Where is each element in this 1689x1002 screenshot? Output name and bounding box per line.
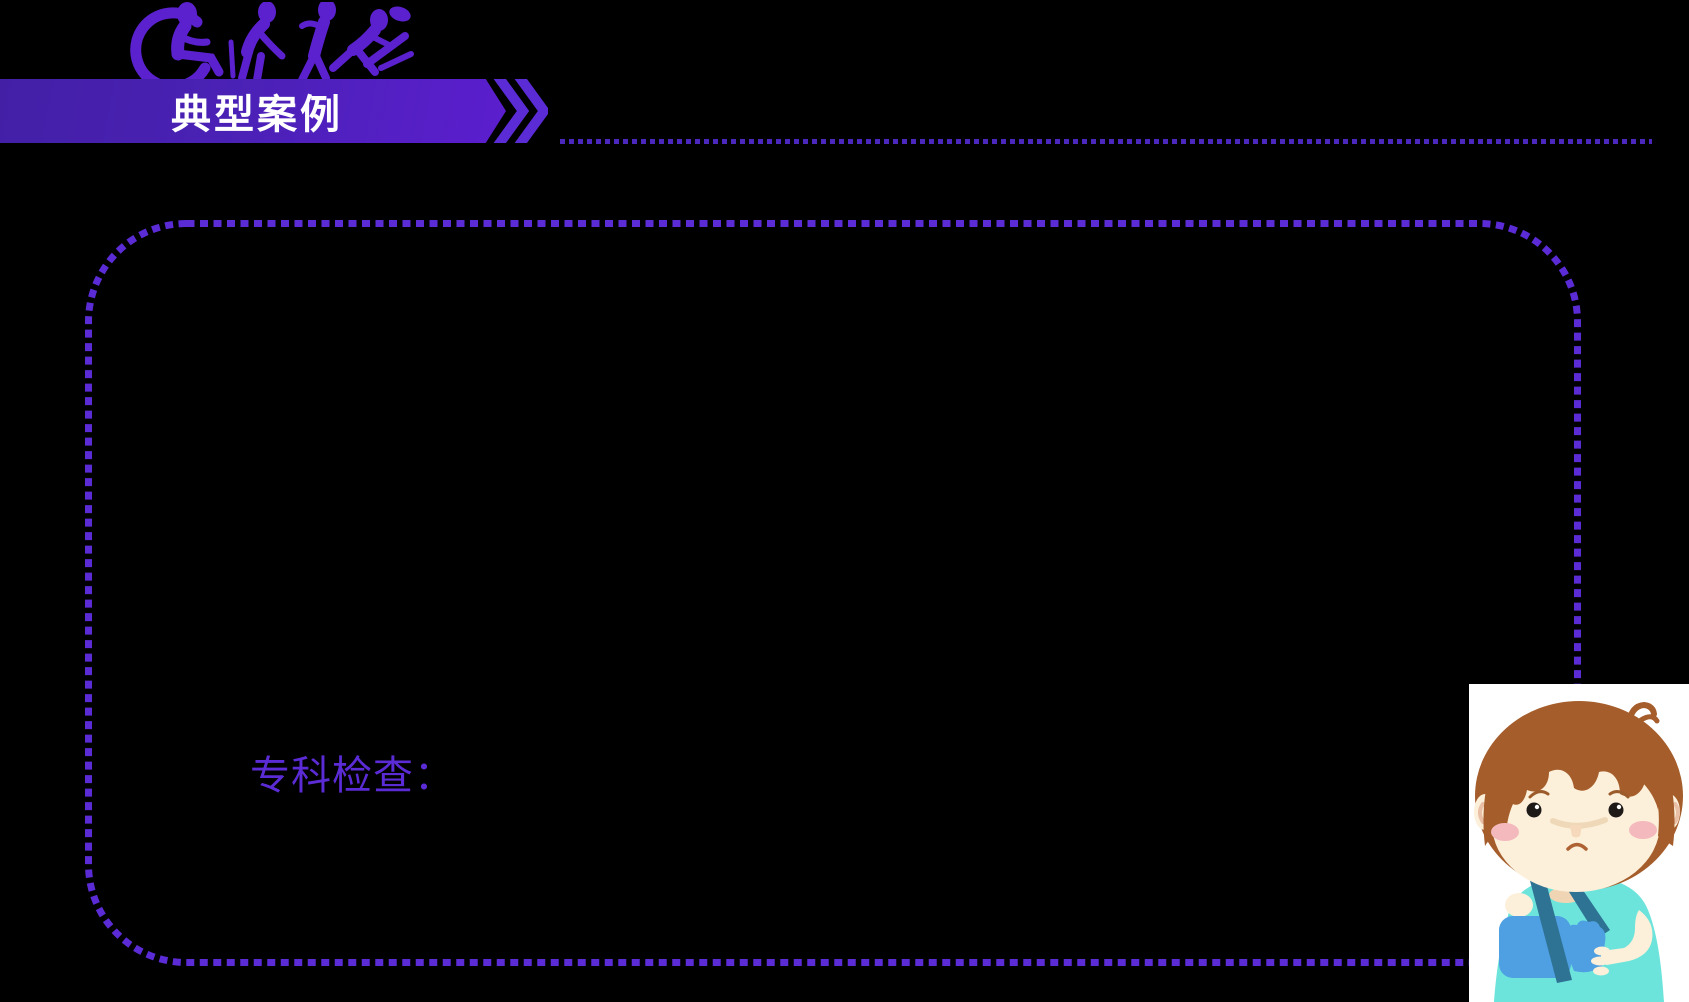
hair-cowlick [1626, 701, 1660, 727]
left-eyebrow [1528, 790, 1550, 799]
nose [1570, 825, 1582, 838]
mouth [1566, 842, 1588, 851]
supporting-arm [1591, 910, 1653, 976]
section-title: 典型案例 [171, 93, 343, 137]
exam-section-label: 专科检查： [250, 754, 455, 798]
case-panel-border [85, 220, 1581, 966]
hair-fringe [1483, 704, 1675, 846]
boy-body [1494, 874, 1664, 1002]
chevron-right-icon [493, 79, 548, 143]
athletes-pictogram-graphic [130, 2, 414, 80]
right-eyebrow [1608, 790, 1630, 799]
boy-head [1474, 701, 1683, 892]
cheeks [1491, 821, 1657, 841]
section-title-banner: 典型案例 [0, 79, 506, 143]
wheelchair-wheel-icon [130, 7, 211, 80]
boy-arm-sling-illustration [1469, 684, 1689, 1002]
header-dotted-line [560, 139, 1652, 144]
